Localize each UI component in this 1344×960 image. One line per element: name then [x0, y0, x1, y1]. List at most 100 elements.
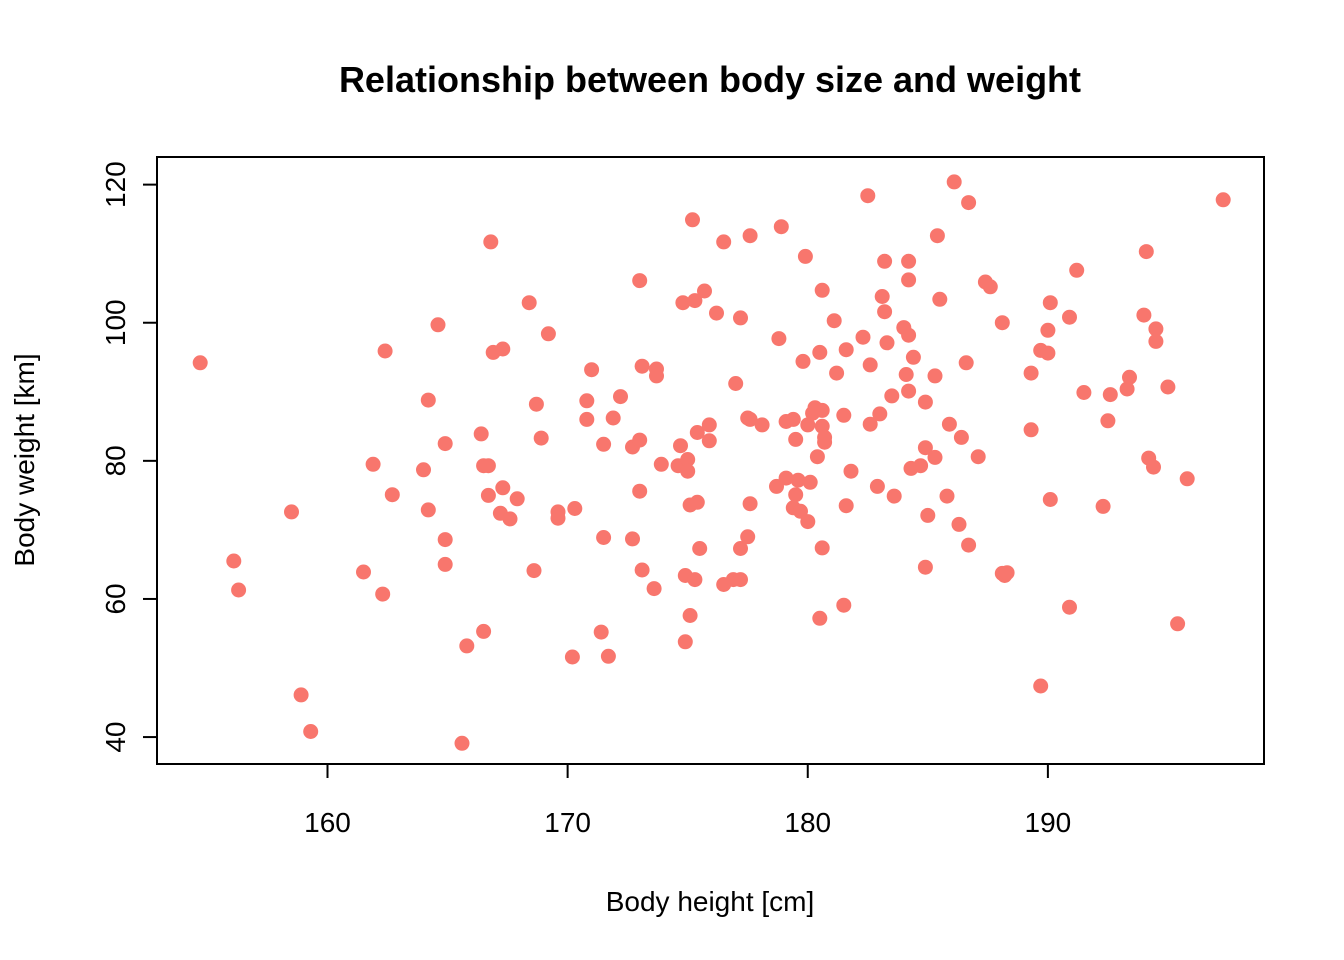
data-point [785, 411, 801, 427]
data-point [877, 304, 893, 320]
data-point [901, 327, 917, 343]
data-point [961, 195, 977, 211]
data-point [886, 488, 902, 504]
data-point [1042, 492, 1058, 507]
data-point [800, 417, 816, 433]
data-point [1138, 244, 1154, 260]
data-point [951, 516, 967, 532]
data-point [716, 234, 732, 250]
data-point [809, 449, 825, 465]
data-point [1076, 385, 1092, 400]
data-point [192, 355, 208, 371]
y-axis: 40 60 80 100 120 [100, 161, 158, 753]
data-point [689, 494, 705, 510]
data-point [709, 305, 724, 321]
y-tick-label: 40 [100, 721, 131, 752]
data-point [632, 432, 648, 448]
data-point [961, 537, 977, 553]
data-point [625, 531, 640, 547]
data-point [632, 483, 648, 499]
data-point [788, 431, 804, 447]
data-point [778, 470, 794, 486]
data-point [733, 572, 748, 588]
data-point [1040, 345, 1056, 361]
data-point [812, 344, 828, 360]
data-point [420, 502, 436, 518]
data-point [634, 562, 650, 578]
data-point [740, 529, 756, 545]
data-point [742, 228, 758, 244]
data-point [384, 487, 400, 503]
data-point [754, 417, 770, 433]
data-point [454, 735, 470, 751]
data-point [480, 458, 496, 474]
data-point [303, 724, 319, 739]
data-point [697, 283, 712, 299]
data-point [836, 407, 852, 423]
data-point [653, 456, 669, 472]
data-point [495, 480, 511, 496]
data-point [814, 402, 830, 418]
data-point [879, 335, 895, 351]
data-point [675, 295, 691, 311]
data-point [869, 478, 885, 494]
data-point [982, 279, 998, 295]
data-point [437, 556, 453, 572]
data-point [509, 491, 525, 507]
x-tick-label: 180 [784, 807, 831, 838]
x-tick-label: 160 [304, 807, 351, 838]
data-point [872, 406, 888, 422]
data-point [687, 572, 703, 588]
x-axis-label: Body height [cm] [606, 886, 815, 917]
data-point [375, 586, 391, 602]
data-point [550, 510, 566, 526]
data-point [533, 430, 549, 446]
data-point [1062, 599, 1077, 615]
data-point [901, 383, 917, 399]
data-point [901, 253, 917, 269]
data-point [927, 449, 943, 465]
data-point [613, 389, 628, 405]
data-point [596, 530, 612, 545]
data-point [1095, 498, 1111, 514]
data-point [797, 248, 813, 264]
data-point [917, 440, 933, 456]
data-point [1170, 616, 1186, 632]
data-point [1040, 322, 1056, 338]
data-point [634, 358, 650, 374]
data-point [905, 349, 921, 365]
data-point [521, 295, 537, 311]
data-point [356, 564, 371, 580]
data-point [526, 563, 542, 579]
data-point [437, 436, 453, 452]
data-point [1119, 381, 1135, 397]
data-point [1033, 678, 1049, 694]
data-point [680, 452, 696, 467]
data-point [838, 498, 854, 514]
data-point [795, 353, 811, 369]
data-point [596, 436, 612, 452]
data-point [377, 343, 393, 359]
data-point [790, 472, 806, 488]
data-point [829, 365, 845, 381]
data-point [958, 355, 974, 371]
data-point [814, 282, 830, 298]
data-point [817, 429, 833, 445]
data-point [1062, 309, 1077, 325]
data-point [970, 449, 986, 465]
data-point [1069, 262, 1085, 278]
data-point [927, 368, 943, 384]
data-point [920, 507, 936, 523]
y-axis-label: Body weight [km] [9, 353, 40, 566]
data-point [632, 273, 648, 289]
data-point [771, 331, 787, 347]
x-tick-label: 170 [544, 807, 591, 838]
data-point [564, 649, 580, 665]
data-point [814, 540, 830, 556]
data-point [877, 253, 893, 269]
data-point [733, 310, 748, 326]
data-point [1146, 459, 1161, 475]
data-point [579, 411, 595, 427]
